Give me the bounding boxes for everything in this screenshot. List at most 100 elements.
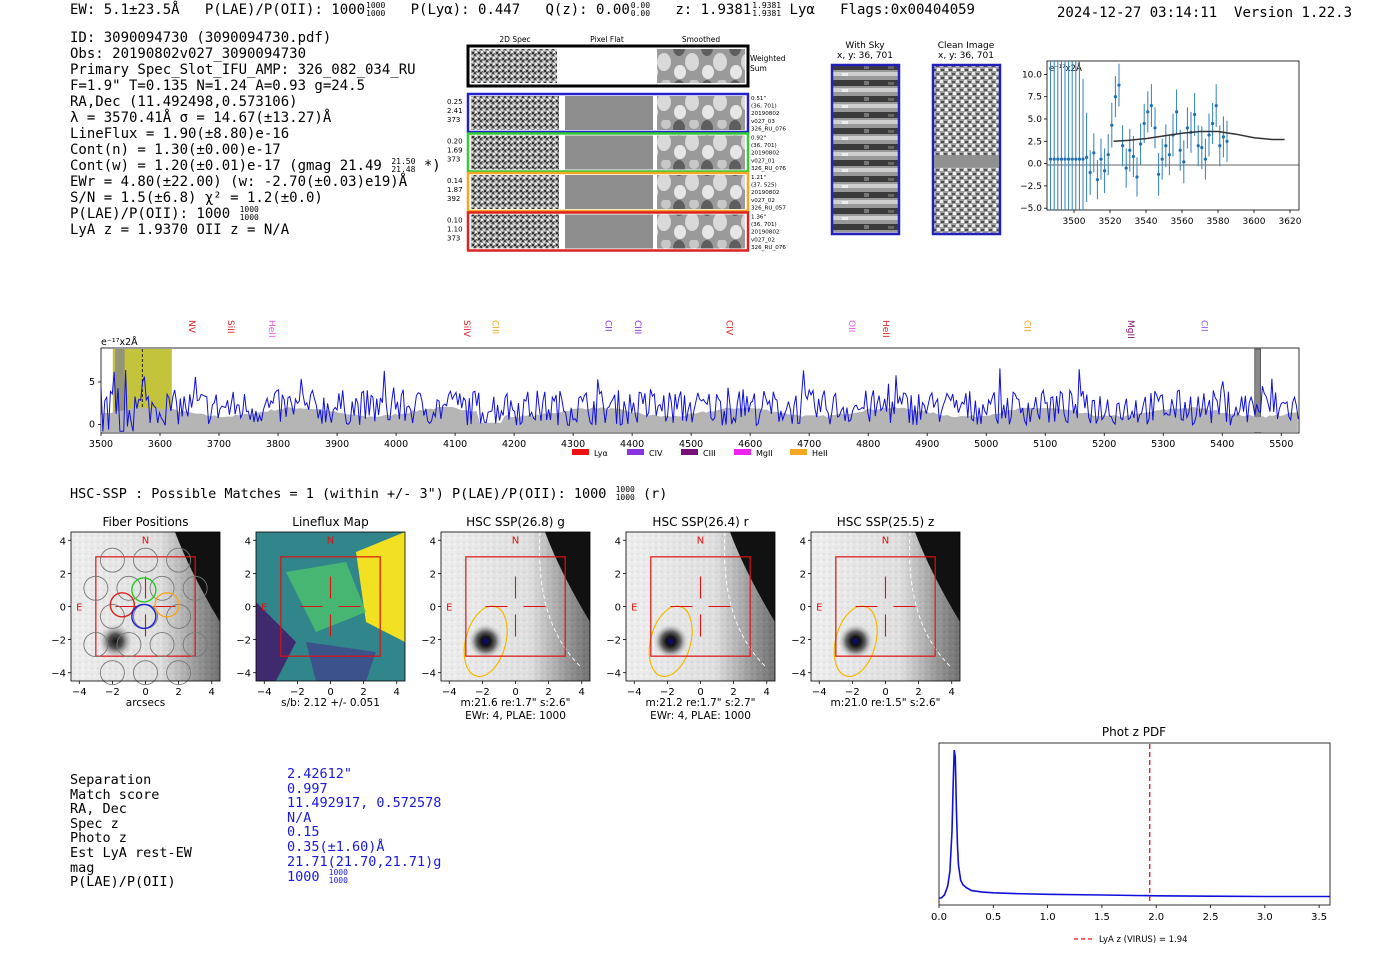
hsc-galaxy — [652, 623, 689, 660]
hsc-xtick-label: 4 — [764, 687, 770, 698]
hsc-xtick-label: −4 — [812, 687, 827, 698]
hsc-panel-title: HSC SSP(26.4) r — [652, 515, 748, 529]
photz-xtick-label: 1.5 — [1094, 912, 1110, 923]
hsc-xtick-label: 2 — [545, 687, 551, 698]
photz-xtick-label: 0.5 — [985, 912, 1001, 923]
spec-line-label: MgII — [1125, 320, 1135, 339]
cutout-header-smooth: Smoothed — [682, 35, 721, 44]
clean-gap — [934, 155, 999, 167]
zoom-point — [1221, 135, 1225, 139]
hsc-ytick-label: 4 — [800, 536, 806, 547]
cutout-row-info: v027_02 — [751, 198, 775, 204]
lineflux-low-region — [256, 602, 296, 681]
hsc-panel-title: HSC SSP(26.8) g — [466, 515, 565, 529]
hsc-title: HSC-SSP : Possible Matches = 1 (within +… — [70, 485, 668, 503]
cutout-row-stat: 373 — [447, 235, 460, 243]
stat-value: 21.71(21.70,21.71)g — [287, 853, 442, 870]
spec-xtick-label: 4100 — [443, 439, 467, 450]
zoom-xtick-label: 3520 — [1099, 217, 1122, 227]
hsc-ytick-label: −4 — [791, 669, 806, 680]
spec-legend-swatch — [790, 449, 807, 455]
hsc-caption: arcsecs — [126, 697, 165, 709]
spec-xtick-label: 4500 — [679, 439, 703, 450]
hsc-panel: Lineflux Map N E −4 −4 −2 −2 0 0 2 2 4 4 s/b: 2.12 +/… — [236, 515, 406, 709]
zoom-point — [1146, 110, 1150, 114]
hsc-ytick-label: 0 — [430, 603, 436, 614]
spec-legend-swatch — [681, 449, 698, 455]
stat-label: P(LAE)/P(OII) — [70, 874, 176, 891]
hsc-xtick-label: −2 — [660, 687, 675, 698]
hsc-north-label: N — [327, 536, 334, 547]
cutout-row-info: (36, 701) — [751, 222, 777, 228]
zoom-point — [1059, 157, 1063, 161]
cutout-header-2d: 2D Spec — [499, 35, 530, 44]
fiber-circle — [83, 632, 109, 658]
full-spectrum: NV SiII HeII SiIV CIII CII CIII CIV OII HeII CII Mg… — [89, 320, 1300, 458]
cutout-smooth — [657, 96, 745, 130]
stat-value: 0.997 — [287, 780, 328, 797]
cutout-row-info: 20190802 — [751, 111, 779, 117]
zoom-fit-line — [1113, 130, 1285, 143]
zoom-point — [1167, 153, 1171, 157]
zoom-point — [1128, 148, 1132, 152]
spec-xtick-label: 3900 — [325, 439, 349, 450]
weighted-label-2: Sum — [750, 64, 767, 73]
cutout-2d — [471, 96, 559, 130]
cutout-smooth — [657, 135, 745, 170]
zoom-point — [1142, 121, 1146, 126]
spec-legend-swatch — [734, 449, 751, 455]
zoom-point — [1196, 144, 1200, 148]
cutout-row-info: v027_01 — [751, 158, 775, 164]
hsc-ytick-label: 4 — [60, 536, 66, 547]
hsc-bright-source — [545, 532, 590, 622]
fiber-circle — [166, 660, 192, 686]
cutout-row-stat: 392 — [447, 195, 460, 203]
hsc-xtick-label: 0 — [882, 687, 888, 698]
zoom-point — [1164, 144, 1168, 148]
hsc-contour — [539, 531, 581, 667]
hsc-panel: HSC SSP(26.8) g N E −4 −4 −2 −2 0 0 2 2 4 4 m:21.6 re… — [421, 515, 591, 722]
match-stats-values: 2.42612" 0.997 11.492917, 0.572578 N/A 0… — [287, 767, 441, 885]
spec-line-label: SiIV — [461, 320, 471, 338]
zoom-point — [1113, 95, 1117, 99]
zoom-xtick-label: 3600 — [1243, 217, 1266, 227]
cutout-row-info: 326_RU_076 — [751, 126, 786, 132]
spec-xtick-label: 4000 — [384, 439, 408, 450]
info-lambda: λ = 3570.41Å σ = 14.67(±13.27)Å — [70, 110, 332, 126]
spec-ytick-label: 5 — [89, 377, 95, 388]
cutout-row-info: 326_RU_057 — [751, 205, 786, 211]
zoom-ytick-label: 5.0 — [1028, 115, 1043, 125]
info-contw: Cont(w) = 1.20(±0.01)e-17 (gmag 21.49 21… — [70, 157, 441, 175]
hsc-xtick-label: −4 — [442, 687, 457, 698]
spec-error-band — [101, 406, 1298, 433]
fiber-circle — [182, 575, 208, 601]
spec-xtick-label: 5100 — [1033, 439, 1057, 450]
hsc-contour — [909, 531, 951, 667]
cutout-2d — [471, 214, 559, 249]
cutout-row-info: (36, 701) — [751, 143, 777, 149]
hsc-north-label: N — [142, 536, 149, 547]
spec-xtick-label: 5500 — [1269, 439, 1293, 450]
fiber-circle — [99, 660, 125, 686]
hsc-east-label: E — [631, 603, 637, 614]
cutout-2d — [471, 135, 559, 170]
hsc-xtick-label: −4 — [257, 687, 272, 698]
hsc-panel-title: Lineflux Map — [292, 515, 368, 529]
spec-xtick-label: 4200 — [502, 439, 526, 450]
hsc-xtick-label: −2 — [290, 687, 305, 698]
hsc-ytick-label: −4 — [51, 669, 66, 680]
cutout-header-flat: Pixel Flat — [590, 35, 624, 44]
spec-xtick-label: 5300 — [1151, 439, 1175, 450]
stat-label: Spec z — [70, 815, 119, 832]
zoom-point — [1106, 153, 1110, 157]
cutout-row-stat: 0.20 — [447, 138, 463, 146]
zoom-point — [1052, 157, 1056, 161]
hsc-panel: HSC SSP(25.5) z N E −4 −4 −2 −2 0 0 2 2 4 4 m:21.0 re… — [791, 515, 961, 709]
zoom-point — [1178, 148, 1182, 152]
hsc-ytick-label: −2 — [51, 636, 66, 647]
hsc-north-label: N — [697, 536, 704, 547]
cutout-row-stat: 0.25 — [447, 98, 463, 106]
fiber-circle — [83, 575, 109, 601]
cutout-row-info: 1.21" — [751, 175, 766, 181]
spec-line-label: CII — [1199, 320, 1209, 332]
